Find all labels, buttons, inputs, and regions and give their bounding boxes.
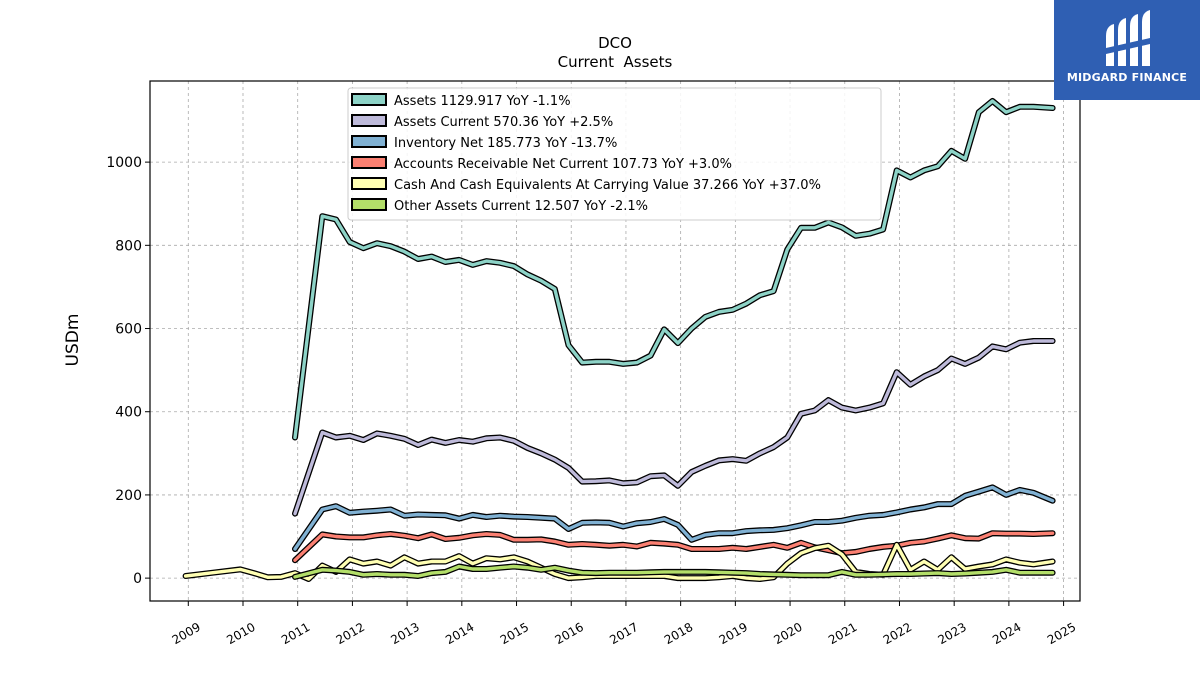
series-6: [292, 563, 1056, 580]
legend-swatch: [351, 198, 387, 211]
x-tick-label: 2015: [498, 620, 531, 647]
x-tick-label: 2023: [935, 620, 968, 647]
x-tick-label: 2016: [553, 620, 586, 647]
x-tick-label: 2020: [771, 620, 804, 647]
x-tick-label: 2013: [388, 620, 421, 647]
series-group: [182, 98, 1056, 582]
legend-swatch: [351, 156, 387, 169]
x-tick-label: 2022: [881, 620, 914, 647]
chart-subtitle: Current Assets: [558, 53, 673, 71]
x-tick-label: 2010: [224, 620, 257, 647]
x-tick-label: 2009: [170, 620, 203, 647]
x-tick-label: 2024: [990, 620, 1023, 647]
series-line: [293, 99, 1055, 440]
x-tick-label: 2017: [607, 620, 640, 647]
x-tick-label: 2019: [717, 620, 750, 647]
series-3: [292, 484, 1056, 552]
x-tick-label: 2025: [1045, 620, 1078, 647]
legend-swatch: [351, 114, 387, 127]
legend-box: [347, 87, 882, 221]
legend-item: Assets Current 570.36 YoY +2.5%: [351, 114, 613, 130]
legend-label: Cash And Cash Equivalents At Carrying Va…: [394, 178, 821, 193]
x-tick-label: 2018: [662, 620, 695, 647]
legend-item: Accounts Receivable Net Current 107.73 Y…: [351, 156, 732, 172]
legend-item: Other Assets Current 12.507 YoY -2.1%: [351, 198, 648, 214]
y-tick-label: 200: [115, 488, 142, 504]
y-ticks: 0 200 400 600 800 1000: [106, 155, 150, 587]
x-tick-label: 2011: [279, 620, 312, 647]
chart-title: DCO: [598, 34, 632, 52]
legend-label: Assets Current 570.36 YoY +2.5%: [394, 115, 613, 130]
legend-label: Inventory Net 185.773 YoY -13.7%: [394, 136, 617, 151]
series-4: [292, 530, 1056, 564]
x-ticks: 2009 2010 2011 2012 2013 2014 2015 2016 2017 2018…: [170, 601, 1078, 647]
x-tick-label: 2014: [443, 620, 476, 647]
series-5: [182, 541, 1056, 582]
series-2: [292, 338, 1056, 517]
series-1: [292, 98, 1056, 441]
x-tick-label: 2021: [826, 620, 859, 647]
x-tick-label: 2012: [334, 620, 367, 647]
legend-item: Cash And Cash Equivalents At Carrying Va…: [351, 177, 821, 193]
legend-item: Assets 1129.917 YoY -1.1%: [351, 93, 571, 109]
midgard-finance-logo: MIDGARD FINANCE: [1054, 0, 1200, 100]
y-axis-label: USDm: [63, 314, 83, 367]
y-tick-label: 800: [115, 238, 142, 254]
y-tick-label: 0: [133, 571, 142, 587]
series-line: [183, 543, 1055, 581]
legend-item: Inventory Net 185.773 YoY -13.7%: [351, 135, 617, 151]
series-line: [293, 339, 1055, 516]
legend: Assets 1129.917 YoY -1.1% Assets Current …: [347, 87, 882, 221]
legend-label: Other Assets Current 12.507 YoY -2.1%: [394, 199, 648, 214]
logo-text: MIDGARD FINANCE: [1066, 71, 1188, 84]
legend-swatch: [351, 135, 387, 148]
series-line: [293, 531, 1055, 562]
series-line: [293, 485, 1055, 551]
legend-label: Assets 1129.917 YoY -1.1%: [394, 94, 571, 109]
legend-label: Accounts Receivable Net Current 107.73 Y…: [394, 157, 732, 172]
logo-mark-icon: [1106, 10, 1150, 66]
plot-frame: [149, 80, 1081, 602]
y-tick-label: 600: [115, 322, 142, 338]
y-tick-label: 1000: [106, 155, 142, 171]
legend-swatch: [351, 93, 387, 106]
legend-swatch: [351, 177, 387, 190]
y-tick-label: 400: [115, 405, 142, 421]
series-line: [293, 564, 1055, 579]
